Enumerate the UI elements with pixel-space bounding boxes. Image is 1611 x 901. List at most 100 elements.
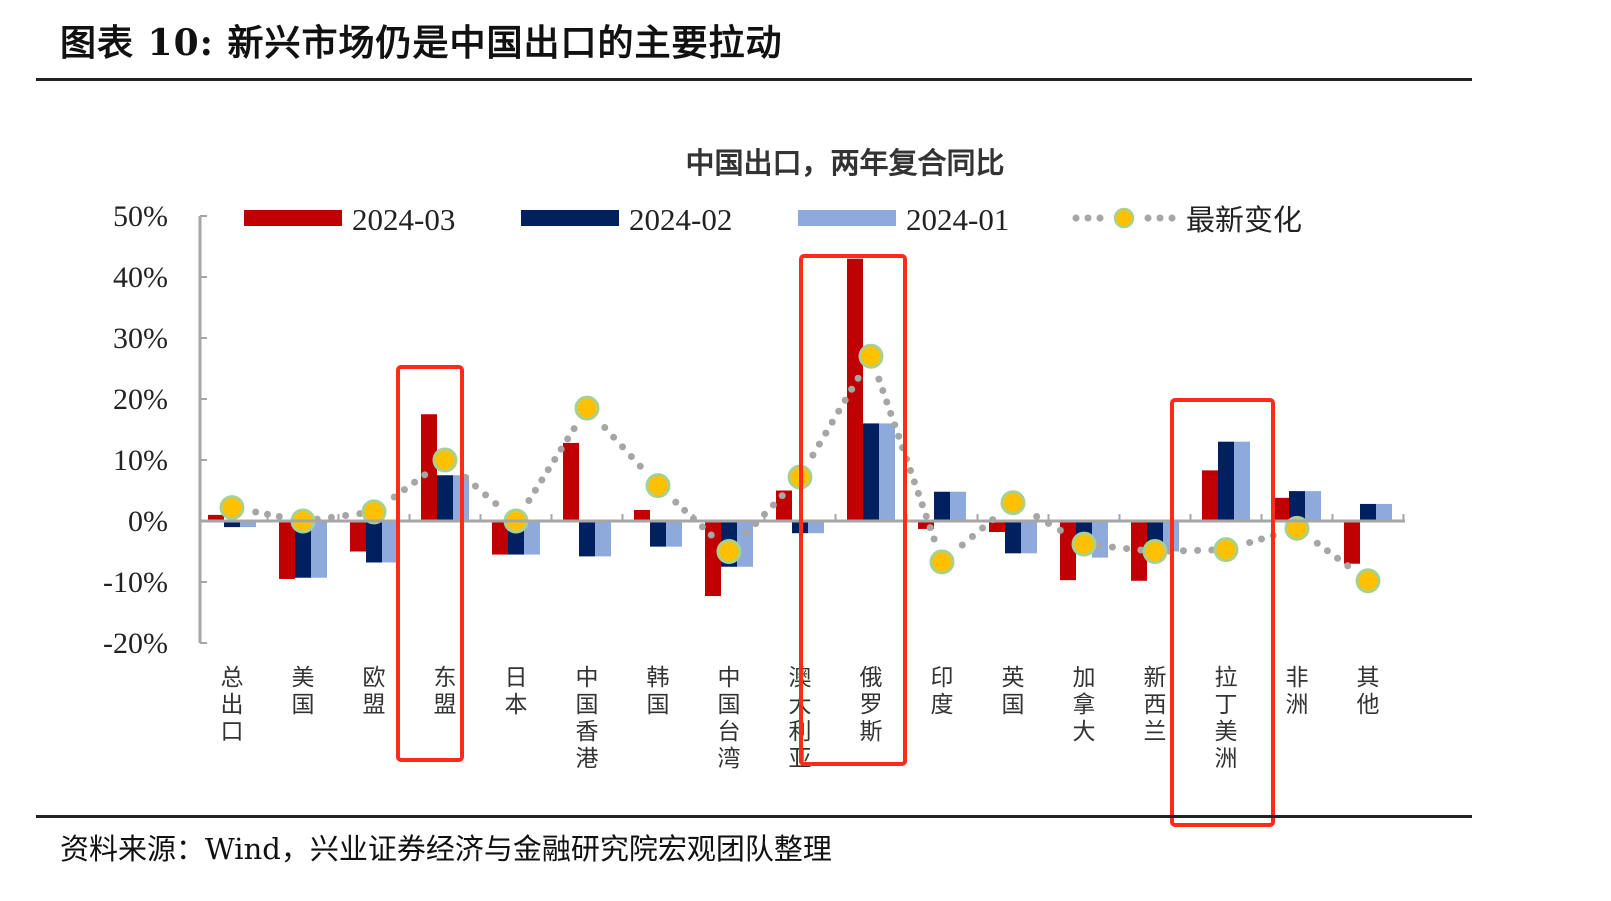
y-tick-label: 20% — [113, 383, 168, 416]
line-dot — [557, 445, 565, 453]
line-dot — [1313, 539, 1321, 547]
bar-2024-02-东盟 — [437, 475, 453, 521]
line-dot — [926, 524, 934, 532]
marker-latest-change-印度 — [929, 549, 955, 575]
line-dot — [883, 398, 891, 406]
line-dot — [252, 508, 260, 516]
bar-2024-01-日本 — [524, 521, 540, 555]
x-category-label: 日本 — [505, 665, 528, 718]
line-dot — [887, 409, 895, 417]
y-tick-label: 30% — [113, 322, 168, 355]
x-category-label: 中国台湾 — [718, 665, 741, 772]
line-dot — [342, 512, 350, 520]
bar-2024-01-澳大利亚 — [808, 521, 824, 534]
bar-2024-03-日本 — [492, 521, 508, 555]
line-dot — [958, 541, 966, 549]
bar-2024-01-美国 — [311, 521, 327, 578]
bar-2024-02-非洲 — [1289, 491, 1305, 521]
y-tick-label: -10% — [103, 566, 168, 599]
marker-latest-change-其他 — [1355, 568, 1381, 594]
x-category-label: 欧盟 — [363, 665, 386, 718]
marker-latest-change-俄罗斯 — [858, 343, 884, 369]
legend-swatch-2024-02 — [521, 210, 619, 226]
line-dot — [400, 486, 408, 494]
bar-2024-02-韩国 — [650, 521, 666, 547]
bar-2024-03-美国 — [279, 521, 295, 579]
line-dot — [815, 440, 823, 448]
line-dot — [1179, 547, 1187, 555]
line-dot — [707, 531, 715, 539]
line-dot — [525, 496, 533, 504]
line-dot — [627, 453, 635, 461]
bar-2024-01-加拿大 — [1092, 521, 1108, 558]
legend-dot — [1084, 214, 1092, 222]
line-dot — [906, 467, 914, 475]
line-dot — [968, 533, 976, 541]
bar-2024-02-俄罗斯 — [863, 423, 879, 521]
line-dot — [681, 506, 689, 514]
legend-dot — [1156, 214, 1164, 222]
legend-dot — [1096, 214, 1104, 222]
marker-latest-change-韩国 — [645, 473, 671, 499]
bar-2024-01-非洲 — [1305, 491, 1321, 521]
bar-2024-03-加拿大 — [1060, 521, 1076, 581]
marker-latest-change-总出口 — [219, 495, 245, 521]
x-category-label: 美国 — [292, 665, 315, 718]
bar-2024-03-中国香港 — [563, 442, 579, 521]
line-dot — [1334, 554, 1342, 562]
x-category-label: 其他 — [1357, 665, 1380, 718]
line-dot — [822, 429, 830, 437]
marker-latest-change-东盟 — [432, 447, 458, 473]
y-axis: 50% 40% 30% 20% 10% 0% -10% -20% — [103, 200, 207, 660]
line-dot — [1344, 562, 1352, 570]
line-dot — [1258, 535, 1265, 543]
line-dot — [848, 385, 856, 393]
x-category-label: 英国 — [1002, 665, 1025, 718]
bar-2024-03-印度 — [918, 521, 934, 529]
line-dot — [979, 524, 987, 532]
legend-dot — [1144, 214, 1152, 222]
legend-swatch-2024-01 — [798, 210, 896, 226]
line-dot — [672, 498, 680, 506]
legend-label-2024-02: 2024-02 — [629, 202, 732, 237]
line-dot — [835, 407, 843, 415]
x-category-label: 韩国 — [647, 665, 670, 718]
line-dot — [743, 529, 751, 537]
legend-marker — [1113, 207, 1135, 229]
highlight-box-俄罗斯 — [799, 254, 907, 766]
line-dot — [471, 482, 479, 490]
line-dot — [601, 424, 609, 432]
line-dot — [482, 491, 490, 499]
x-category-label: 总出口 — [221, 665, 244, 745]
line-dot — [910, 478, 918, 486]
line-dot — [610, 433, 618, 441]
line-dot — [854, 374, 862, 382]
bar-2024-01-中国香港 — [595, 521, 611, 557]
line-dot — [570, 425, 578, 433]
legend-label-2024-01: 2024-01 — [906, 202, 1009, 237]
bar-2024-03-欧盟 — [350, 521, 366, 552]
line-dot — [564, 435, 572, 443]
line-dot — [914, 489, 922, 497]
line-dot — [922, 512, 930, 520]
chart-title: 中国出口，两年复合同比 — [685, 146, 1004, 180]
x-category-label: 中国香港 — [576, 665, 599, 772]
bar-2024-03-韩国 — [634, 510, 650, 521]
line-dot — [1033, 513, 1041, 521]
x-category-label: 印度 — [931, 665, 954, 718]
line-dot — [769, 501, 777, 509]
bar-2024-03-英国 — [989, 521, 1005, 532]
marker-latest-change-英国 — [1000, 490, 1026, 516]
line-dot — [1323, 547, 1331, 555]
marker-latest-change-新西兰 — [1142, 539, 1168, 564]
legend-dot — [1072, 214, 1080, 222]
highlight-box-东盟 — [396, 365, 464, 762]
highlight-box-拉丁美洲 — [1170, 398, 1275, 827]
marker-latest-change-拉丁美洲 — [1213, 537, 1239, 563]
bar-2024-02-美国 — [295, 521, 311, 578]
bar-2024-03-其他 — [1344, 521, 1360, 564]
bar-2024-03-中国台湾 — [705, 521, 721, 597]
figure-title: 图表 10: 新兴市场仍是中国出口的主要拉动 — [60, 22, 783, 64]
x-category-label: 俄罗斯 — [860, 665, 883, 745]
